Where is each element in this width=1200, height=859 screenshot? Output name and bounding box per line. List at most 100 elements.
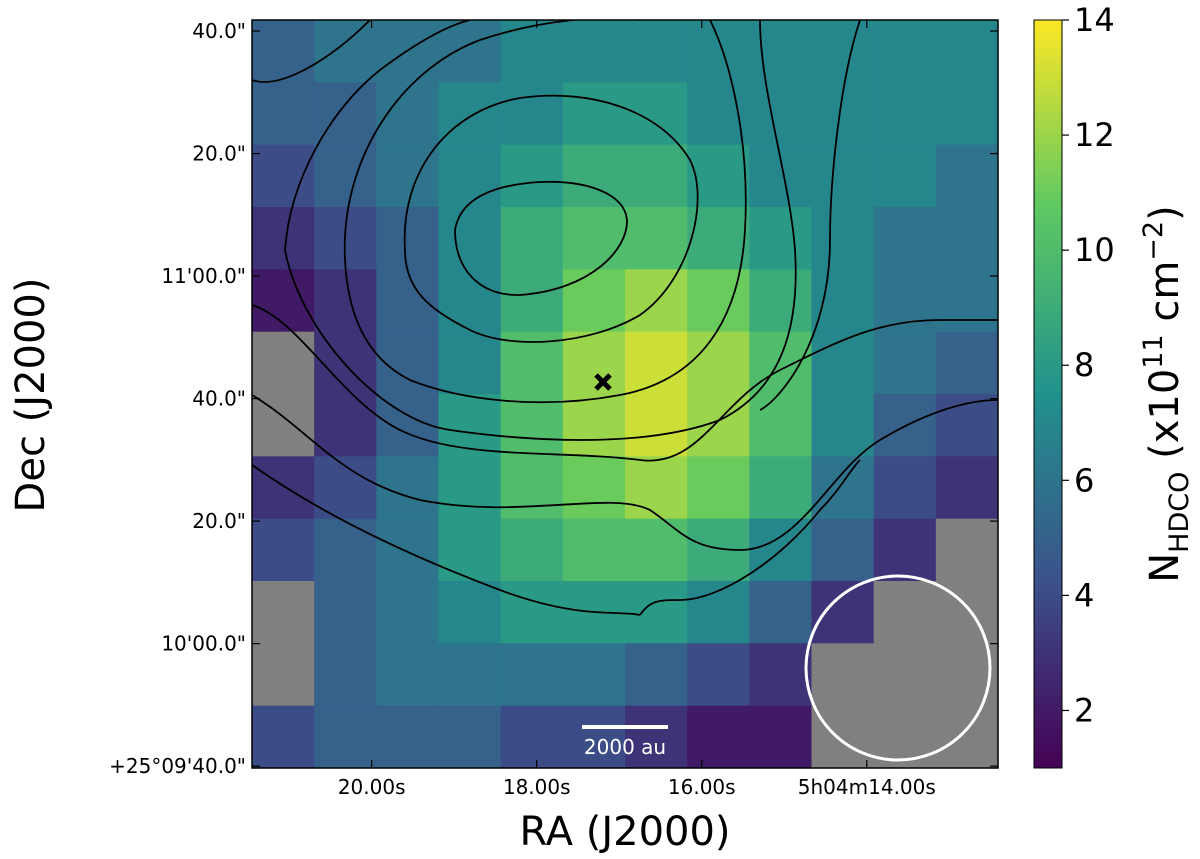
heatmap-cell: [252, 269, 315, 333]
heatmap-cell: [873, 643, 937, 707]
heatmap-cell: [625, 144, 688, 208]
colorbar-tick-label: 4: [1074, 576, 1094, 614]
heatmap-cell: [438, 207, 502, 270]
x-axis-label: RA (J2000): [519, 809, 730, 855]
heatmap-cell: [935, 518, 998, 582]
colorbar-tick-label: 12: [1074, 116, 1115, 154]
heatmap-cell: [625, 518, 688, 582]
heatmap-cell: [625, 331, 688, 395]
x-tick-label: 16.00s: [668, 775, 736, 799]
heatmap-cell: [252, 207, 315, 270]
heatmap-cell: [438, 269, 502, 333]
heatmap-cell: [562, 207, 626, 270]
heatmap-cell: [935, 20, 998, 83]
heatmap-cell: [749, 456, 812, 520]
heatmap-cell: [935, 331, 998, 395]
colorbar-tick-label: 8: [1074, 346, 1094, 384]
y-tick-label: 40.0": [192, 19, 246, 43]
colorbar-text: (x10: [1142, 369, 1188, 472]
heatmap-cell: [811, 643, 875, 707]
heatmap-cell: [376, 331, 439, 395]
heatmap-cell: [376, 207, 439, 270]
source-marker: [594, 373, 612, 391]
heatmap-cell: [873, 518, 937, 582]
heatmap-cell: [500, 643, 564, 707]
heatmap-cell: [873, 456, 937, 520]
heatmap-cell: [562, 20, 626, 83]
y-tick-label: +25°09'40.0": [109, 754, 246, 778]
heatmap-cell: [687, 269, 750, 333]
heatmap-cell: [935, 456, 998, 520]
heatmap-cell: [252, 331, 315, 395]
colorbar-symbol: N: [1142, 553, 1188, 583]
heatmap-cell: [749, 331, 812, 395]
heatmap-cell: [562, 456, 626, 520]
heatmap-cell: [687, 456, 750, 520]
heatmap-cell: [749, 581, 812, 644]
heatmap-cell: [935, 207, 998, 270]
colorbar-tick-label: 10: [1074, 231, 1115, 269]
heatmap-cell: [314, 331, 377, 395]
heatmap-cell: [500, 20, 564, 83]
heatmap-cell: [687, 394, 750, 457]
heatmap-cell: [438, 518, 502, 582]
heatmap-cell: [500, 518, 564, 582]
y-axis-label: Dec (J2000): [8, 278, 54, 513]
heatmap-cell: [749, 207, 812, 270]
heatmap-cell: [749, 705, 812, 768]
heatmap-cell: [811, 269, 875, 333]
heatmap-cell: [873, 331, 937, 395]
heatmap-cell: [935, 581, 998, 644]
heatmap-cell: [562, 269, 626, 333]
colorbar-tick-label: 2: [1074, 691, 1094, 729]
heatmap-cell: [252, 20, 315, 83]
heatmap-cell: [625, 394, 688, 457]
y-tick-label: 40.0": [192, 387, 246, 411]
heatmap-cell: [314, 581, 377, 644]
heatmap-cell: [687, 20, 750, 83]
heatmap-cell: [811, 144, 875, 208]
heatmap-cell: [438, 82, 502, 146]
heatmap-cell: [438, 20, 502, 83]
heatmap-cell: [314, 394, 377, 457]
heatmap-cell: [562, 643, 626, 707]
heatmap-cell: [438, 144, 502, 208]
x-tick-label: 5h04m14.00s: [798, 775, 936, 799]
heatmap-cell: [562, 82, 626, 146]
heatmap-cell: [500, 581, 564, 644]
heatmap-cell: [252, 518, 315, 582]
x-tick-label: 20.00s: [338, 775, 406, 799]
colorbar-tick-label: 6: [1074, 461, 1094, 499]
contour: [252, 20, 998, 462]
heatmap-cell: [687, 705, 750, 768]
heatmap-cell: [314, 705, 377, 768]
heatmap-cell: [376, 82, 439, 146]
heatmap-cell: [935, 269, 998, 333]
contour: [403, 94, 699, 343]
heatmap-cell: [252, 144, 315, 208]
heatmap-cell: [252, 456, 315, 520]
heatmap-cell: [562, 705, 626, 768]
colorbar-close: ): [1142, 205, 1188, 221]
heatmap-cell: [625, 643, 688, 707]
x-tick-label: 18.00s: [503, 775, 571, 799]
heatmap-cell: [749, 20, 812, 83]
colorbar-axis: 2 4 6 8 10 12 14: [1062, 1, 1115, 729]
heatmap-cell: [625, 581, 688, 644]
heatmap-cell: [749, 144, 812, 208]
colorbar-unit-exponent: −2: [1138, 221, 1169, 261]
contour: [252, 394, 998, 551]
contour: [252, 464, 641, 616]
heatmap-cell: [500, 144, 564, 208]
heatmap-cell: [811, 581, 875, 644]
heatmap-cell: [811, 20, 875, 83]
heatmap-cell: [376, 581, 439, 644]
heatmap-cell: [687, 643, 750, 707]
heatmap-cell: [562, 518, 626, 582]
y-tick-label: 20.0": [192, 509, 246, 533]
heatmap-cell: [376, 456, 439, 520]
heatmap-cell: [252, 705, 315, 768]
heatmap-cell: [252, 82, 315, 146]
contour: [284, 20, 797, 441]
